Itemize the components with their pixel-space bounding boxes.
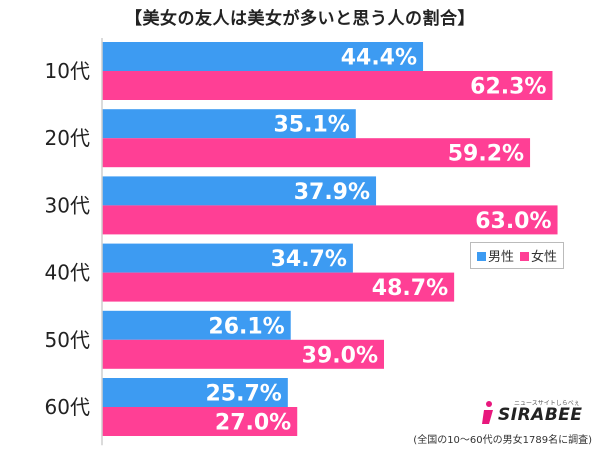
- bar-female-1: [102, 138, 531, 168]
- bar-female-3: [102, 272, 455, 302]
- bar-female-5: [102, 407, 298, 436]
- category-label: 30代: [45, 193, 90, 217]
- data-label: 63.0%: [475, 209, 551, 234]
- chart-title: 【美女の友人は美女が多いと思う人の割合】: [125, 9, 475, 29]
- data-label: 44.4%: [341, 46, 417, 71]
- footnote: (全国の10～60代の男女1789名に調査): [413, 435, 592, 446]
- data-label: 59.2%: [448, 142, 524, 167]
- category-label: 60代: [45, 395, 90, 419]
- bar-male-0: [102, 42, 424, 71]
- sirabee-logo: ニュースサイトしらべぇ SIRABEE: [478, 400, 588, 426]
- legend-item-female: 女性: [520, 246, 557, 265]
- data-label: 25.7%: [206, 382, 282, 407]
- bar-male-2: [102, 176, 377, 206]
- bar-female-0: [102, 71, 553, 100]
- sirabee-logo-icon: [482, 401, 493, 424]
- data-label: 34.7%: [271, 247, 347, 272]
- data-label: 26.1%: [208, 314, 284, 339]
- legend-label-female: 女性: [531, 250, 558, 265]
- bar-male-3: [102, 243, 353, 273]
- legend-swatch-female: [520, 252, 530, 261]
- data-label: 48.7%: [372, 276, 448, 301]
- bar-female-2: [102, 205, 558, 235]
- category-label: 10代: [45, 59, 90, 83]
- data-label: 35.1%: [273, 113, 349, 138]
- legend-swatch-male: [477, 252, 486, 261]
- legend-item-male: 男性: [477, 246, 514, 265]
- bar-male-5: [102, 378, 288, 407]
- data-label: 27.0%: [215, 411, 291, 436]
- bar-male-4: [102, 310, 291, 340]
- logo-brand: SIRABEE: [498, 405, 583, 425]
- category-label: 50代: [45, 328, 90, 352]
- category-label: 20代: [45, 126, 90, 150]
- category-label: 40代: [45, 261, 90, 285]
- logo-tagline: ニュースサイトしらべぇ: [514, 400, 580, 407]
- legend: 男性 女性: [470, 242, 565, 269]
- bar-male-1: [102, 109, 356, 139]
- data-label: 39.0%: [302, 343, 378, 368]
- legend-label-male: 男性: [488, 250, 515, 265]
- bar-female-4: [102, 339, 384, 369]
- data-label: 62.3%: [470, 75, 546, 100]
- data-label: 37.9%: [294, 180, 370, 205]
